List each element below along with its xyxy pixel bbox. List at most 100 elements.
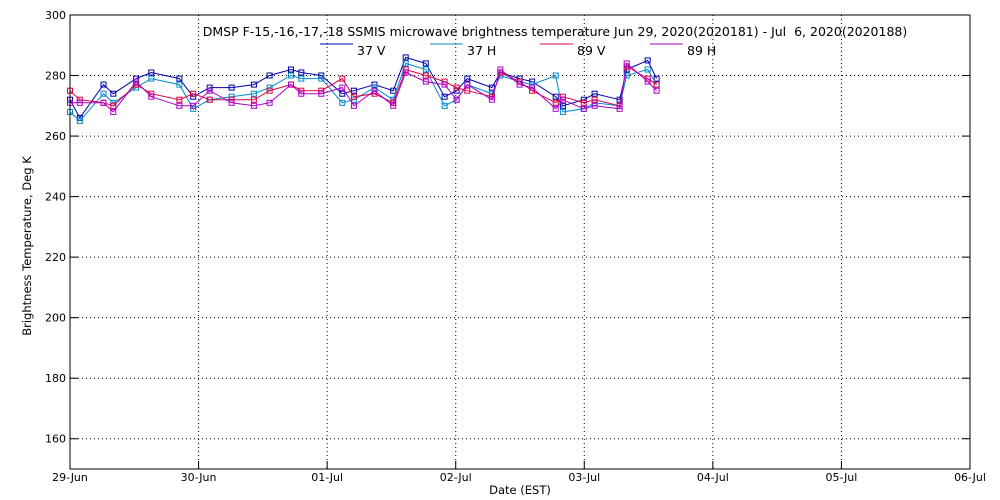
data-point [288, 66, 294, 73]
data-point [616, 105, 623, 112]
data-point [464, 75, 471, 82]
data-point [580, 105, 587, 112]
data-point [390, 102, 397, 109]
data-point [228, 99, 235, 106]
data-point [110, 108, 117, 115]
series-group [67, 54, 660, 124]
data-point [591, 96, 598, 103]
data-point [76, 96, 83, 103]
data-point [250, 90, 257, 97]
data-point [422, 72, 429, 79]
data-point [644, 57, 651, 64]
data-point [288, 72, 294, 79]
data-point [288, 81, 294, 88]
data-point [464, 87, 471, 94]
data-point [623, 60, 630, 67]
x-tick-label: 03-Jul [568, 471, 600, 484]
data-point [559, 108, 566, 115]
data-point [464, 81, 471, 88]
data-point [250, 102, 257, 109]
data-point [402, 69, 409, 76]
data-point [580, 99, 587, 106]
data-point [441, 81, 448, 88]
data-point [206, 96, 213, 103]
y-axis-title: Brightness Temperature, Deg K [20, 156, 34, 336]
legend-item: 37 H [430, 43, 496, 58]
x-tick-label: 04-Jul [697, 471, 729, 484]
data-point [422, 66, 429, 73]
data-point [488, 96, 495, 103]
data-point [266, 99, 273, 106]
data-point [298, 75, 305, 82]
data-point [206, 84, 213, 91]
data-point [318, 90, 325, 97]
x-tick-label: 02-Jul [440, 471, 472, 484]
legend: 37 V 37 H 89 V 89 H [320, 43, 716, 58]
data-point [298, 90, 305, 97]
data-point [339, 90, 346, 97]
series-89-h [67, 60, 660, 115]
data-point [350, 102, 357, 109]
y-tick-label: 300 [45, 9, 66, 22]
data-point [133, 78, 140, 85]
data-point [559, 96, 566, 103]
legend-item: 89 H [650, 43, 716, 58]
y-tick-label: 180 [45, 372, 66, 385]
data-point [250, 81, 257, 88]
data-point [266, 84, 273, 91]
legend-item: 37 V [320, 43, 386, 58]
data-point [616, 96, 623, 103]
data-point [441, 93, 448, 100]
data-point [402, 60, 409, 67]
data-point [250, 96, 257, 103]
data-point [580, 96, 587, 103]
data-point [559, 102, 566, 109]
data-point [623, 72, 630, 79]
data-point [176, 96, 183, 103]
data-point [190, 90, 197, 97]
data-point [402, 54, 409, 61]
data-point [552, 99, 559, 106]
data-point [350, 93, 357, 100]
data-point [176, 75, 183, 82]
x-tick-label: 29-Jun [52, 471, 88, 484]
data-point [591, 90, 598, 97]
plot-frame [69, 14, 971, 470]
data-point [653, 75, 660, 82]
data-point [110, 90, 117, 97]
legend-item: 89 V [540, 43, 606, 58]
data-point [148, 75, 155, 82]
data-point [653, 87, 660, 94]
data-point [228, 84, 235, 91]
data-point [76, 99, 83, 106]
data-point [422, 78, 429, 85]
data-point [591, 102, 598, 109]
data-point [110, 102, 117, 109]
data-point [318, 72, 325, 79]
data-point [339, 84, 346, 91]
data-point [190, 102, 197, 109]
data-point [339, 99, 346, 106]
data-point [422, 60, 429, 67]
data-point [339, 75, 346, 82]
y-tick-label: 200 [45, 312, 66, 325]
x-tick-label: 01-Jul [311, 471, 343, 484]
data-point [76, 117, 83, 124]
y-tick-label: 280 [45, 70, 66, 83]
y-tick-label: 260 [45, 130, 66, 143]
data-point [266, 72, 273, 79]
data-point [298, 69, 305, 76]
data-point [100, 81, 107, 88]
data-point [644, 66, 651, 73]
x-axis-title: Date (EST) [489, 483, 551, 497]
data-point [100, 99, 107, 106]
data-point [653, 81, 660, 88]
x-tick-label: 06-Jul [954, 471, 986, 484]
x-tick-label: 30-Jun [181, 471, 217, 484]
data-point [453, 96, 460, 103]
legend-label: 37 V [357, 43, 386, 58]
data-point [350, 87, 357, 94]
chart-title: DMSP F-15,-16,-17,-18 SSMIS microwave br… [203, 24, 908, 39]
